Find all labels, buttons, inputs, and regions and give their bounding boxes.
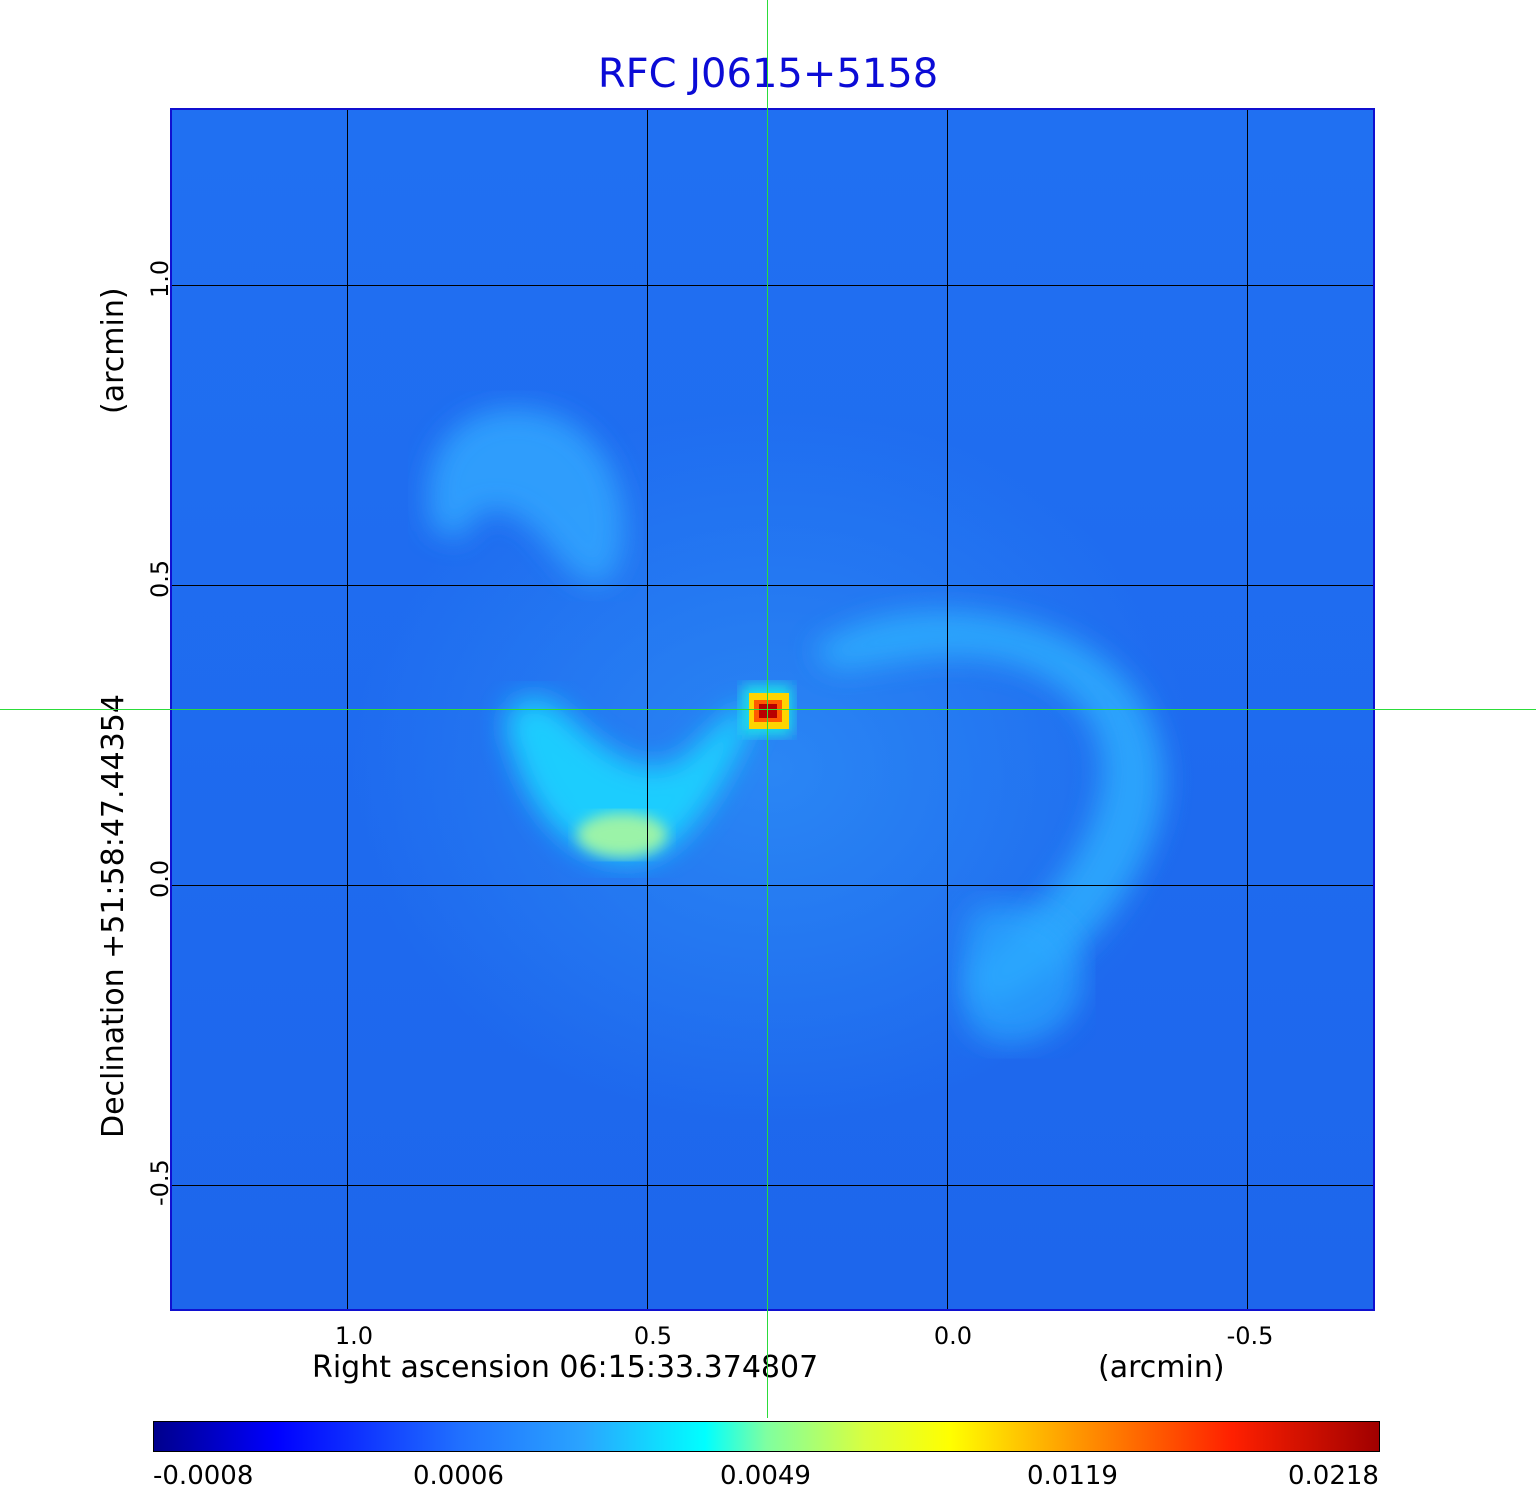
y-axis-label: Declination +51:58:47.44354 bbox=[96, 694, 131, 1138]
grid-line-y-0.0 bbox=[172, 885, 1373, 886]
colorbar-tick-label: 0.0119 bbox=[1027, 1461, 1118, 1491]
y-tick-label: 0.0 bbox=[146, 859, 174, 898]
grid-line-y-1.0 bbox=[172, 285, 1373, 286]
upper-left-lobe bbox=[428, 408, 624, 584]
left-hotspot bbox=[577, 813, 667, 857]
x-axis-label: Right ascension 06:15:33.374807 bbox=[312, 1350, 819, 1385]
grid-line-y--0.5 bbox=[172, 1185, 1373, 1186]
core-peak bbox=[759, 704, 777, 718]
y-tick-label: -0.5 bbox=[146, 1159, 174, 1206]
crosshair-horizontal bbox=[0, 709, 1536, 710]
colorbar bbox=[153, 1421, 1380, 1452]
colorbar-tick-label: 0.0218 bbox=[1288, 1461, 1379, 1491]
x-axis-unit: (arcmin) bbox=[1098, 1350, 1225, 1385]
y-tick-label: 0.5 bbox=[146, 559, 174, 598]
x-tick-label: 0.0 bbox=[933, 1322, 973, 1350]
colorbar-tick-label: -0.0008 bbox=[153, 1461, 254, 1491]
crosshair-vertical bbox=[767, 0, 768, 1418]
image-title: RFC J0615+5158 bbox=[597, 51, 939, 97]
emission-layer bbox=[428, 408, 1164, 1045]
right-lobe-arc bbox=[812, 611, 1164, 1002]
x-tick-label: 1.0 bbox=[334, 1322, 374, 1350]
y-tick-label: 1.0 bbox=[146, 259, 174, 298]
grid-line-y-0.5 bbox=[172, 585, 1373, 586]
x-tick-label: -0.5 bbox=[1226, 1322, 1274, 1350]
left-jet-arc bbox=[505, 697, 757, 862]
colorbar-tick-label: 0.0006 bbox=[413, 1461, 504, 1491]
right-lower-lobe bbox=[960, 904, 1084, 1045]
y-axis-unit: (arcmin) bbox=[96, 287, 131, 414]
x-tick-label: 0.5 bbox=[633, 1322, 673, 1350]
colorbar-tick-label: 0.0049 bbox=[720, 1461, 811, 1491]
